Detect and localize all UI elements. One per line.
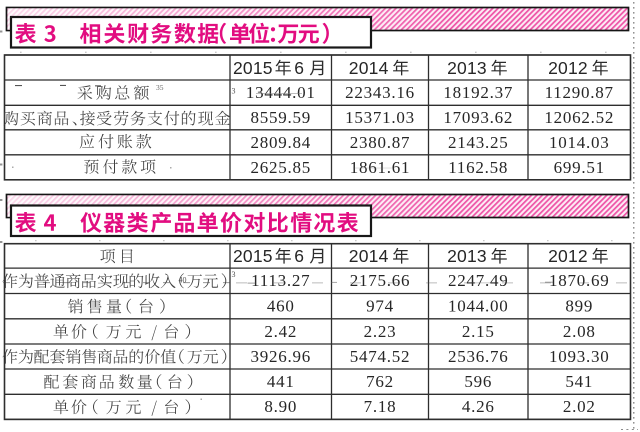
svg-text:6: 6 — [294, 58, 304, 78]
svg-text:2014: 2014 — [349, 58, 389, 78]
svg-text:2247.49: 2247.49 — [448, 271, 509, 290]
svg-text:541: 541 — [565, 372, 593, 391]
svg-text:4.26: 4.26 — [462, 397, 495, 416]
svg-text:2.23: 2.23 — [364, 322, 397, 341]
svg-text:17093.62: 17093.62 — [443, 108, 513, 127]
svg-text:3: 3 — [232, 270, 236, 279]
svg-text:1014.03: 1014.03 — [549, 133, 610, 152]
svg-text:3: 3 — [232, 87, 236, 96]
svg-text:1044.00: 1044.00 — [448, 297, 509, 316]
svg-text:8.90: 8.90 — [264, 397, 297, 416]
svg-text:596: 596 — [464, 372, 492, 391]
svg-text:2.15: 2.15 — [462, 322, 495, 341]
svg-text:1870.69: 1870.69 — [549, 271, 610, 290]
svg-text:2012: 2012 — [548, 246, 588, 266]
svg-text:2.42: 2.42 — [264, 322, 297, 341]
svg-text:2015: 2015 — [233, 246, 273, 266]
svg-text:5474.52: 5474.52 — [350, 347, 411, 366]
svg-text:974: 974 — [366, 297, 394, 316]
svg-text:2175.66: 2175.66 — [350, 271, 411, 290]
svg-text:8559.59: 8559.59 — [251, 108, 312, 127]
svg-text:1113.27: 1113.27 — [251, 271, 310, 290]
svg-text:2013: 2013 — [447, 246, 487, 266]
svg-text:2143.25: 2143.25 — [448, 133, 509, 152]
svg-text:22343.16: 22343.16 — [345, 83, 415, 102]
svg-text:15371.03: 15371.03 — [345, 108, 415, 127]
svg-text:7.18: 7.18 — [364, 397, 397, 416]
svg-text:35: 35 — [156, 83, 164, 92]
svg-text:6: 6 — [294, 246, 304, 266]
svg-text:2013: 2013 — [447, 58, 487, 78]
svg-text:11290.87: 11290.87 — [545, 83, 614, 102]
svg-text:1162.58: 1162.58 — [448, 158, 508, 177]
svg-text:2625.85: 2625.85 — [251, 158, 312, 177]
svg-text:40: 40 — [179, 275, 187, 284]
svg-text:899: 899 — [565, 297, 593, 316]
svg-text:1093.30: 1093.30 — [549, 347, 610, 366]
svg-text:2536.76: 2536.76 — [448, 347, 509, 366]
svg-text:1861.61: 1861.61 — [350, 158, 411, 177]
svg-text:2.02: 2.02 — [563, 397, 596, 416]
svg-text:12062.52: 12062.52 — [544, 108, 614, 127]
svg-text:2015: 2015 — [233, 58, 273, 78]
svg-text:762: 762 — [366, 372, 394, 391]
svg-text:3926.96: 3926.96 — [251, 347, 312, 366]
svg-text:18192.37: 18192.37 — [443, 83, 513, 102]
svg-text:2012: 2012 — [548, 58, 588, 78]
svg-text:441: 441 — [267, 372, 295, 391]
svg-text:460: 460 — [267, 297, 295, 316]
svg-text:2.08: 2.08 — [563, 322, 596, 341]
svg-text:2014: 2014 — [349, 246, 389, 266]
svg-text:2380.87: 2380.87 — [350, 133, 411, 152]
svg-text:699.51: 699.51 — [554, 158, 605, 177]
svg-text:13444.01: 13444.01 — [246, 83, 316, 102]
svg-text:2809.84: 2809.84 — [251, 133, 312, 152]
